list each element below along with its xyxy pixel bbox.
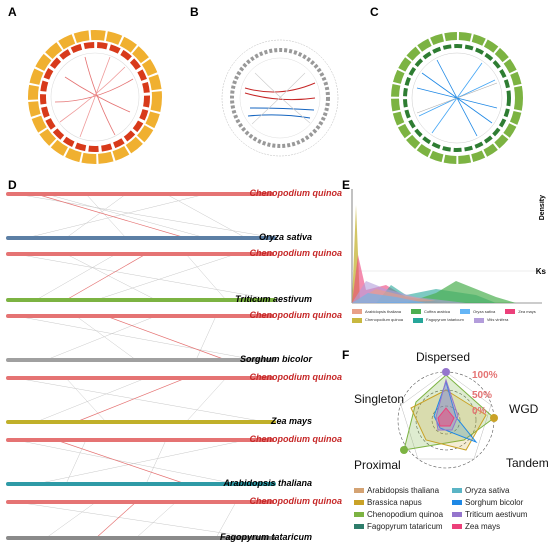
radar-legend-item: Zea mays xyxy=(452,522,550,531)
circos-plot-c xyxy=(391,32,523,164)
panel-label-e: E xyxy=(342,178,351,192)
ks-density-panel: Density Ks Arabidopsis thaliana Coffea a… xyxy=(346,185,546,345)
radar-axis-dispersed: Dispersed xyxy=(416,350,471,364)
radar-axis-tandem: Tandem xyxy=(506,456,549,470)
radar-legend-item: Brassica napus xyxy=(354,498,452,507)
species-label-sorghum: Sorghum bicolor xyxy=(240,354,312,364)
species-label-triticum: Triticum aestivum xyxy=(235,294,312,304)
panel-label-a: A xyxy=(8,5,17,19)
quinoa-track-2 xyxy=(6,252,274,256)
quinoa-track-1 xyxy=(6,192,274,196)
radar-legend-item: Oryza sativa xyxy=(452,486,550,495)
ks-density-plot xyxy=(351,189,542,304)
quinoa-track-3 xyxy=(6,314,274,318)
radar-pct-0: 0% xyxy=(472,406,487,417)
zea-track xyxy=(6,420,276,424)
triticum-track xyxy=(6,298,276,302)
radar-legend: Arabidopsis thaliana Oryza sativa Brassi… xyxy=(354,486,550,531)
panel-label-f: F xyxy=(342,348,350,362)
species-label-top-1: Chenopodium quinoa xyxy=(249,188,343,198)
synteny-panel-d: Chenopodium quinoa Oryza sativa Chenopod… xyxy=(6,188,342,546)
radar-pct-50: 50% xyxy=(472,390,493,401)
ks-legend-item: Oryza sativa xyxy=(459,309,495,315)
radar-legend-item: Triticum aestivum xyxy=(452,510,550,519)
species-label-fagopyrum: Fagopyrum tataricum xyxy=(219,532,312,542)
species-label-top-2: Chenopodium quinoa xyxy=(249,248,343,258)
panel-label-b: B xyxy=(190,5,199,19)
species-label-top-3: Chenopodium quinoa xyxy=(249,310,343,320)
quinoa-track-5 xyxy=(6,438,274,442)
ks-legend-item: Zea mays xyxy=(505,309,536,315)
ks-density-xlabel: Ks xyxy=(535,267,546,276)
sorghum-track xyxy=(6,358,276,362)
quinoa-track-6 xyxy=(6,500,274,504)
circos-plot-a xyxy=(28,30,162,164)
ks-density-ylabel: Density xyxy=(539,195,546,221)
ks-legend-item: Coffea arabica xyxy=(411,309,450,315)
species-label-oryza: Oryza sativa xyxy=(258,232,312,242)
ks-legend-item: Chenopodium quinoa xyxy=(352,317,403,323)
fagopyrum-track xyxy=(6,536,276,540)
radar-panel: Dispersed WGD Tandem Proximal Singleton … xyxy=(346,350,550,549)
panel-label-c: C xyxy=(370,5,379,19)
species-label-zea: Zea mays xyxy=(270,416,312,426)
radar-axis-wgd: WGD xyxy=(509,402,539,416)
quinoa-track-4 xyxy=(6,376,274,380)
species-label-top-6: Chenopodium quinoa xyxy=(249,496,343,506)
radar-pct-100: 100% xyxy=(472,370,498,381)
radar-legend-item: Chenopodium quinoa xyxy=(354,510,452,519)
ks-legend-item: Arabidopsis thaliana xyxy=(352,309,401,315)
ks-legend-item: Fagopyrum tataricum xyxy=(413,317,464,323)
species-label-top-5: Chenopodium quinoa xyxy=(249,434,343,444)
radar-axis-proximal: Proximal xyxy=(354,458,401,472)
synteny-links xyxy=(15,193,277,539)
ks-legend: Arabidopsis thaliana Coffea arabica Oryz… xyxy=(352,309,542,323)
panel-label-d: D xyxy=(8,178,17,192)
circos-plot-b xyxy=(221,39,339,157)
oryza-track xyxy=(6,236,276,240)
radar-axis-singleton: Singleton xyxy=(354,392,405,406)
radar-legend-item: Arabidopsis thaliana xyxy=(354,486,452,495)
arabidopsis-track xyxy=(6,482,276,486)
species-label-top-4: Chenopodium quinoa xyxy=(249,372,343,382)
species-label-arabidopsis: Arabidopsis thaliana xyxy=(223,478,312,488)
radar-legend-item: Fagopyrum tataricum xyxy=(354,522,452,531)
radar-chart xyxy=(397,368,498,469)
radar-legend-item: Sorghum bicolor xyxy=(452,498,550,507)
ks-legend-item: Vitis vinifera xyxy=(473,317,508,323)
